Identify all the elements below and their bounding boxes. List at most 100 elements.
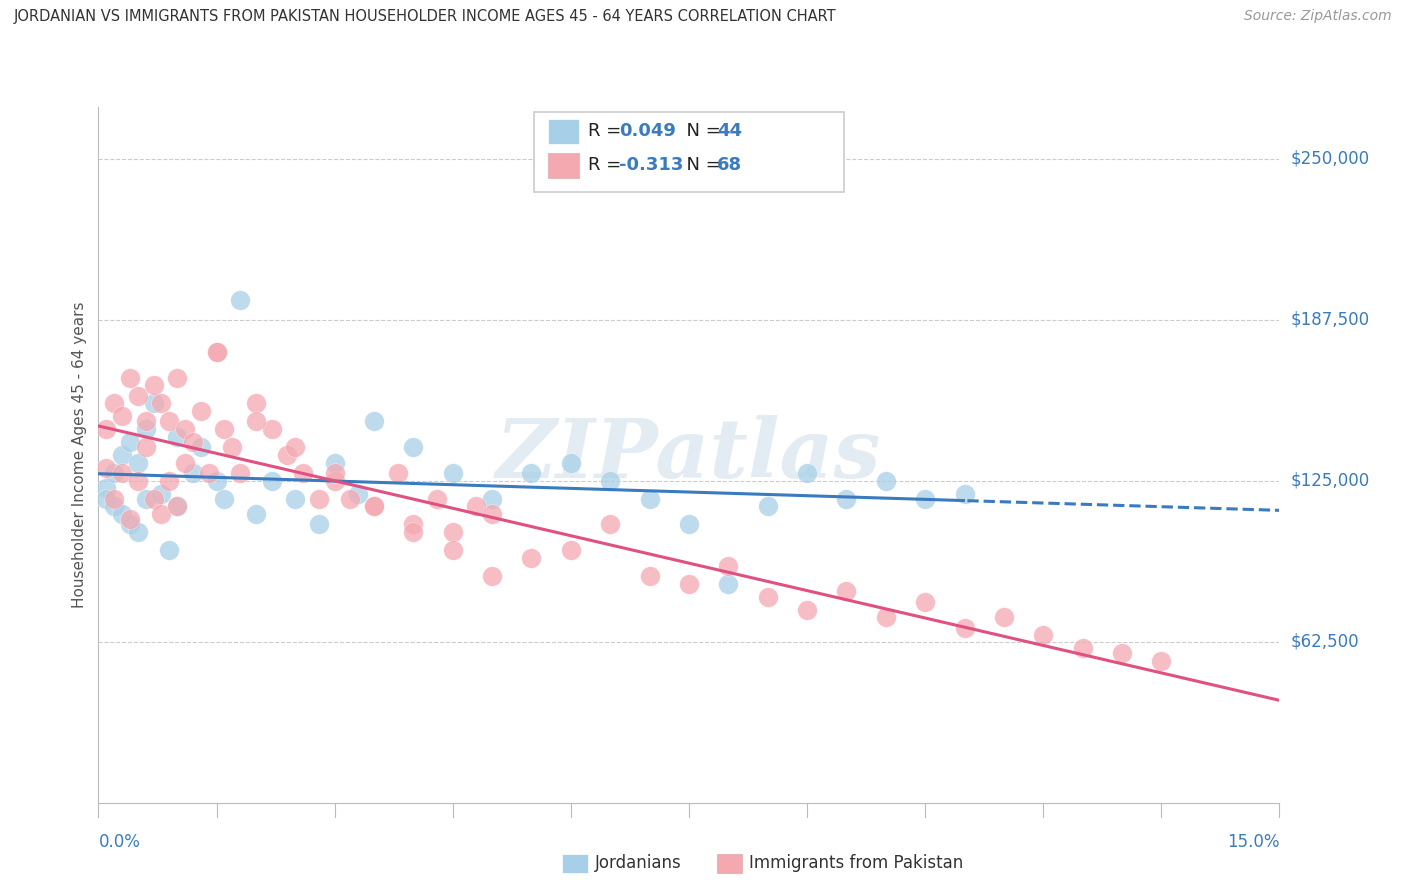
Point [481,491,503,506]
Point [214,491,236,506]
Point [118,370,141,384]
Point [111,448,134,462]
Point [205,344,228,359]
Point [166,430,188,444]
Point [441,466,464,480]
Point [157,474,180,488]
Point [993,610,1015,624]
Point [103,500,125,514]
Text: Immigrants from Pakistan: Immigrants from Pakistan [749,855,963,872]
Point [284,491,307,506]
Point [103,396,125,410]
Point [599,474,621,488]
Text: ZIPatlas: ZIPatlas [496,415,882,495]
Point [339,491,361,506]
Point [190,404,212,418]
Point [560,456,582,470]
Text: 0.0%: 0.0% [98,833,141,851]
Point [96,422,118,436]
Point [520,466,543,480]
Point [135,491,157,506]
Point [678,517,700,532]
Text: R =: R = [588,156,627,174]
Text: $125,000: $125,000 [1291,472,1369,490]
Point [835,491,858,506]
Point [103,491,125,506]
Point [245,414,267,428]
Point [717,558,740,573]
Point [678,576,700,591]
Text: 0.049: 0.049 [619,122,675,140]
Point [229,293,252,308]
Point [214,422,236,436]
Point [914,491,936,506]
Point [260,422,283,436]
Point [190,440,212,454]
Point [363,414,385,428]
Text: $62,500: $62,500 [1291,632,1360,651]
Point [166,370,188,384]
Y-axis label: Householder Income Ages 45 - 64 years: Householder Income Ages 45 - 64 years [72,301,87,608]
Point [118,512,141,526]
Point [292,466,315,480]
Point [756,500,779,514]
Point [756,590,779,604]
Point [465,500,488,514]
Text: $250,000: $250,000 [1291,150,1369,168]
Text: N =: N = [675,156,727,174]
Point [796,466,818,480]
Text: Source: ZipAtlas.com: Source: ZipAtlas.com [1244,9,1392,23]
Point [1032,628,1054,642]
Point [245,507,267,521]
Point [520,551,543,566]
Point [205,474,228,488]
Point [127,456,149,470]
Point [96,491,118,506]
Point [150,396,173,410]
Point [142,378,165,392]
Point [323,474,346,488]
Point [111,507,134,521]
Point [142,396,165,410]
Point [875,610,897,624]
Point [1111,646,1133,660]
Point [174,422,197,436]
Text: JORDANIAN VS IMMIGRANTS FROM PAKISTAN HOUSEHOLDER INCOME AGES 45 - 64 YEARS CORR: JORDANIAN VS IMMIGRANTS FROM PAKISTAN HO… [14,9,837,24]
Point [347,486,370,500]
Text: 15.0%: 15.0% [1227,833,1279,851]
Point [323,466,346,480]
Point [111,409,134,424]
Text: 68: 68 [717,156,742,174]
Point [135,440,157,454]
Point [229,466,252,480]
Point [166,500,188,514]
Point [638,569,661,583]
Point [402,525,425,540]
Point [363,500,385,514]
Point [953,486,976,500]
Point [426,491,449,506]
Point [441,543,464,558]
Point [221,440,243,454]
Text: Jordanians: Jordanians [595,855,682,872]
Point [111,466,134,480]
Point [181,466,204,480]
Point [481,507,503,521]
Point [796,602,818,616]
Text: R =: R = [588,122,627,140]
Point [118,517,141,532]
Point [402,517,425,532]
Point [481,569,503,583]
Point [118,435,141,450]
Point [142,491,165,506]
Point [103,466,125,480]
Point [402,440,425,454]
Point [96,460,118,475]
Point [150,486,173,500]
Point [835,584,858,599]
Text: N =: N = [675,122,727,140]
Point [260,474,283,488]
Point [245,396,267,410]
Text: -0.313: -0.313 [619,156,683,174]
Point [135,414,157,428]
